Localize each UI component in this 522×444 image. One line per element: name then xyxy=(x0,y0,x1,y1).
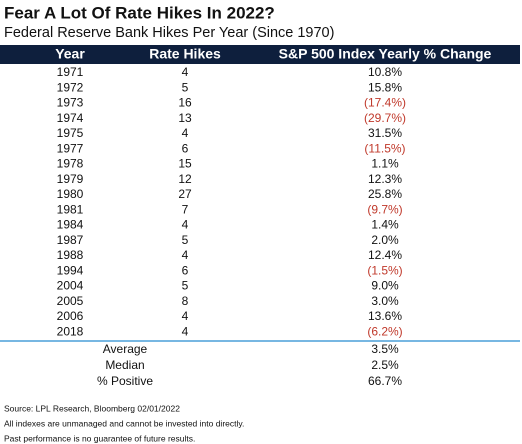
cell: 1972 xyxy=(57,80,84,94)
cell: 2.0% xyxy=(371,233,399,247)
cell: 25.8% xyxy=(368,187,402,201)
cell: 4 xyxy=(182,309,189,323)
subtitle: Federal Reserve Bank Hikes Per Year (Sin… xyxy=(4,25,334,41)
summary-value: 3.5% xyxy=(371,342,399,356)
cell: 8 xyxy=(182,294,189,308)
cell: 15.8% xyxy=(368,80,402,94)
column-header: Year xyxy=(55,46,85,62)
summary-value: 66.7% xyxy=(368,374,402,388)
cell: 1984 xyxy=(57,218,84,232)
cell: 9.0% xyxy=(371,279,399,293)
cell: 1980 xyxy=(57,187,84,201)
cell: 1975 xyxy=(57,126,84,140)
summary-label: Average xyxy=(103,342,148,356)
cell: 2018 xyxy=(57,324,84,338)
cell: 1987 xyxy=(57,233,84,247)
summary-label: % Positive xyxy=(97,374,153,388)
cell: 15 xyxy=(178,157,192,171)
header-row xyxy=(0,45,520,64)
cell: 5 xyxy=(182,279,189,293)
cell: (11.5%) xyxy=(364,141,405,155)
cell: 7 xyxy=(182,202,189,216)
cell: 1988 xyxy=(57,248,84,262)
cell: 1994 xyxy=(57,263,84,277)
cell: 1978 xyxy=(57,157,84,171)
cell: 10.8% xyxy=(368,65,402,79)
cell: 13.6% xyxy=(368,309,402,323)
summary-label: Median xyxy=(105,358,144,372)
cell: 6 xyxy=(182,141,189,155)
cell: (17.4%) xyxy=(364,96,406,110)
cell: 2006 xyxy=(57,309,84,323)
cell: 27 xyxy=(178,187,192,201)
cell: 13 xyxy=(178,111,192,125)
cell: 2004 xyxy=(57,279,84,293)
cell: 6 xyxy=(182,263,189,277)
cell: 12.4% xyxy=(368,248,402,262)
cell: 16 xyxy=(178,96,192,110)
cell: 1.1% xyxy=(371,157,399,171)
cell: 3.0% xyxy=(371,294,399,308)
cell: 1981 xyxy=(57,202,84,216)
cell: 1974 xyxy=(57,111,84,125)
cell: 4 xyxy=(182,324,189,338)
cell: 5 xyxy=(182,80,189,94)
cell: (29.7%) xyxy=(364,111,406,125)
cell: 12.3% xyxy=(368,172,402,186)
cell: 4 xyxy=(182,248,189,262)
summary-value: 2.5% xyxy=(371,358,399,372)
cell: 4 xyxy=(182,126,189,140)
footnote: Source: LPL Research, Bloomberg 02/01/20… xyxy=(4,403,180,413)
cell: 5 xyxy=(182,233,189,247)
cell: 31.5% xyxy=(368,126,402,140)
cell: 4 xyxy=(182,65,189,79)
cell: (1.5%) xyxy=(367,263,402,277)
cell: 1979 xyxy=(57,172,84,186)
cell: 1977 xyxy=(57,141,84,155)
footnote: All indexes are unmanaged and cannot be … xyxy=(4,418,244,428)
cell: 2005 xyxy=(57,294,84,308)
title: Fear A Lot Of Rate Hikes In 2022? xyxy=(4,3,275,22)
footnote: Past performance is no guarantee of futu… xyxy=(4,433,195,443)
column-header: Rate Hikes xyxy=(149,46,221,62)
cell: (6.2%) xyxy=(367,324,402,338)
cell: 1973 xyxy=(57,96,84,110)
cell: 1971 xyxy=(57,65,84,79)
cell: 1.4% xyxy=(371,218,399,232)
column-header: S&P 500 Index Yearly % Change xyxy=(279,46,492,62)
cell: 4 xyxy=(182,218,189,232)
cell: 12 xyxy=(178,172,192,186)
cell: (9.7%) xyxy=(367,202,402,216)
